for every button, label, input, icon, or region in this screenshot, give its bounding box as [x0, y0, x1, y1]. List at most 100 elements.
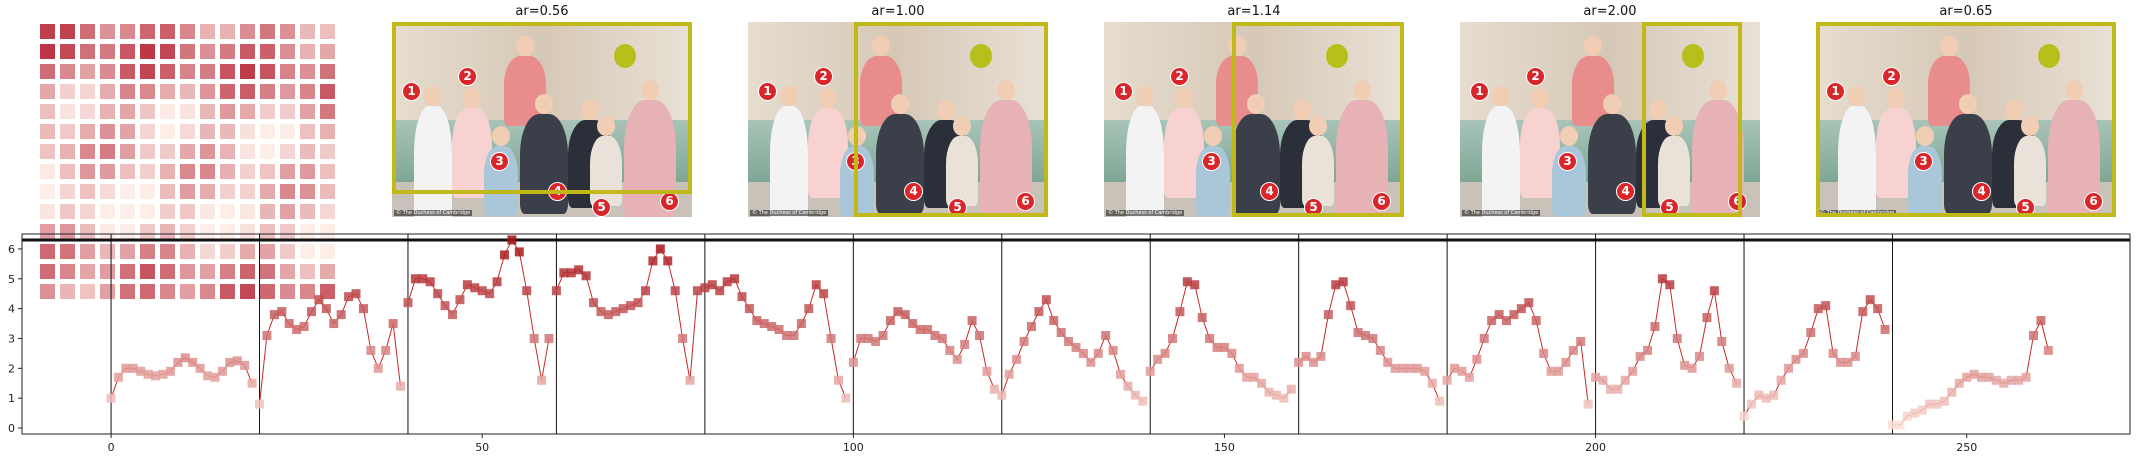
data-point: [1383, 357, 1393, 367]
heatmap-cell: [200, 124, 215, 139]
data-point: [425, 277, 435, 287]
heatmap-cell: [240, 84, 255, 99]
heatmap-cell: [200, 184, 215, 199]
heatmap-cell: [100, 204, 115, 219]
heatmap-cell: [240, 204, 255, 219]
heatmap-cell: [300, 284, 315, 299]
data-point: [366, 345, 376, 355]
data-point: [255, 399, 265, 409]
heatmap-cell: [300, 64, 315, 79]
person-number-badge: 6: [2084, 192, 2103, 211]
data-point: [589, 298, 599, 308]
data-point: [1732, 378, 1742, 388]
heatmap-cell: [160, 84, 175, 99]
data-point: [217, 366, 227, 376]
heatmap-cell: [280, 284, 295, 299]
data-point: [2014, 375, 2024, 385]
heatmap-cell: [180, 24, 195, 39]
data-point: [1412, 363, 1422, 373]
data-point: [997, 390, 1007, 400]
data-point: [1190, 280, 1200, 290]
heatmap-cell: [260, 144, 275, 159]
y-tick-label: 6: [8, 243, 15, 256]
heatmap-cell: [240, 164, 255, 179]
person-head: [1531, 88, 1549, 108]
data-point: [1843, 357, 1853, 367]
person-head: [2065, 80, 2083, 100]
data-point: [247, 378, 257, 388]
heatmap-cell: [80, 104, 95, 119]
data-point: [2029, 330, 2039, 340]
data-point: [351, 289, 361, 299]
data-point: [937, 333, 947, 343]
heatmap-cell: [160, 264, 175, 279]
heatmap-cell: [160, 224, 175, 239]
data-point: [388, 319, 398, 329]
person-number-badge: 5: [1304, 198, 1323, 217]
balloon: [2038, 44, 2060, 68]
heatmap-cell: [220, 24, 235, 39]
heatmap-cell: [200, 44, 215, 59]
data-point: [1561, 357, 1571, 367]
heatmap-cell: [80, 24, 95, 39]
heatmap-cell: [140, 284, 155, 299]
heatmap-cell: [120, 44, 135, 59]
data-point: [1813, 304, 1823, 314]
data-point: [358, 304, 368, 314]
data-point: [1175, 307, 1185, 317]
heatmap-cell: [200, 144, 215, 159]
data-point: [1301, 351, 1311, 361]
heatmap-cell: [80, 64, 95, 79]
heatmap-cell: [220, 164, 235, 179]
data-point: [1917, 405, 1927, 415]
data-point: [396, 381, 406, 391]
person-head: [1665, 116, 1683, 136]
heatmap-cell: [280, 164, 295, 179]
heatmap-cell: [100, 44, 115, 59]
data-point: [1398, 363, 1408, 373]
data-point: [551, 286, 561, 296]
data-point: [195, 363, 205, 373]
data-point: [1524, 298, 1534, 308]
heatmap-cell: [40, 44, 55, 59]
heatmap-cell: [120, 144, 135, 159]
heatmap-cell: [120, 64, 135, 79]
heatmap-cell: [220, 44, 235, 59]
data-point: [796, 319, 806, 329]
data-point: [878, 330, 888, 340]
data-point: [1828, 348, 1838, 358]
person-number-badge: 1: [1826, 82, 1845, 101]
heatmap-cell: [320, 264, 335, 279]
heatmap-cell: [320, 224, 335, 239]
data-point: [477, 286, 487, 296]
crop-panel-1: ar=0.56 1 2 3 4 5 6 © The Duchess of Cambridge: [392, 0, 692, 220]
person-number-badge: 2: [814, 67, 833, 86]
data-point: [1977, 372, 1987, 382]
data-point: [1650, 322, 1660, 332]
data-point: [574, 265, 584, 275]
heatmap-cell: [60, 104, 75, 119]
heatmap-cell: [300, 84, 315, 99]
data-point: [1205, 333, 1215, 343]
crop-panel-3: ar=1.14 1 2 3 4 5 6 © The Duchess of Cambridge: [1104, 0, 1404, 220]
heatmap-cell: [240, 64, 255, 79]
heatmap-cell: [140, 24, 155, 39]
data-point: [1064, 336, 1074, 346]
photo-caption: © The Duchess of Cambridge: [750, 210, 829, 216]
photo: 1 2 3 4 5 6 © The Duchess of Cambridge: [1816, 22, 2116, 217]
data-point: [1791, 354, 1801, 364]
data-point: [848, 357, 858, 367]
heatmap-cell: [80, 124, 95, 139]
person-head: [581, 100, 599, 120]
heatmap-cell: [120, 84, 135, 99]
data-point: [670, 286, 680, 296]
data-point: [633, 298, 643, 308]
heatmap-cell: [40, 64, 55, 79]
data-point: [1153, 354, 1163, 364]
data-point: [1323, 310, 1333, 320]
heatmap-cell: [320, 104, 335, 119]
person-head: [1353, 80, 1371, 100]
data-point: [2043, 345, 2053, 355]
y-tick-label: 3: [8, 332, 15, 345]
photo-caption: © The Duchess of Cambridge: [1462, 210, 1541, 216]
